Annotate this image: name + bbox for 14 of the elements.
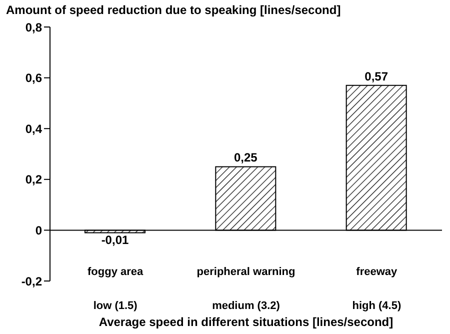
y-axis-title: Amount of speed reduction due to speaking [lines/second]: [6, 3, 341, 17]
y-tick-label: 0,8: [25, 20, 42, 34]
data-label: -0,01: [101, 233, 129, 248]
y-tick-label: 0,2: [25, 172, 42, 187]
data-label: 0,57: [364, 69, 388, 84]
category-label: peripheral warning medium (3.2): [196, 266, 296, 312]
category-label: freeway high (4.5): [352, 266, 402, 312]
y-tick-label: 0,4: [25, 122, 42, 136]
y-tick-label: 0: [35, 223, 42, 238]
y-tick-label: -0,2: [21, 274, 42, 288]
x-axis-title: Average speed in different situations [lines/second]: [98, 315, 394, 329]
category-label: foggy area low (1.5): [88, 266, 144, 312]
data-label: 0,25: [234, 150, 258, 165]
y-tick-label: 0,6: [25, 71, 42, 86]
